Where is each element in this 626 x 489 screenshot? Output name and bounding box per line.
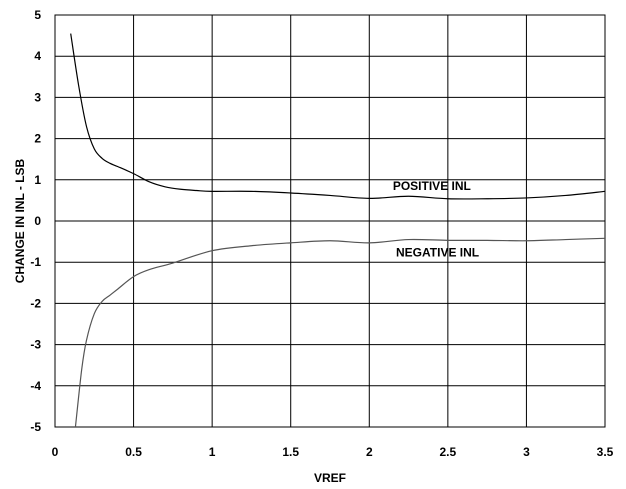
x-axis-label: VREF xyxy=(314,471,346,485)
x-tick-label: 2.5 xyxy=(440,445,457,459)
x-tick-label: 0.5 xyxy=(125,445,142,459)
x-tick-label: 2 xyxy=(366,445,373,459)
y-tick-label: -4 xyxy=(30,379,41,393)
grid xyxy=(54,14,606,428)
series-annotations: POSITIVE INL NEGATIVE INL xyxy=(393,179,479,260)
negative-inl-label: NEGATIVE INL xyxy=(396,246,479,260)
y-tick-label: 0 xyxy=(34,214,41,228)
positive-inl-label: POSITIVE INL xyxy=(393,179,471,193)
y-tick-label: -3 xyxy=(30,338,41,352)
y-axis-label: CHANGE IN INL - LSB xyxy=(13,158,27,283)
y-tick-labels: 5 4 3 2 1 0 -1 -2 -3 -4 -5 xyxy=(30,8,41,434)
x-tick-label: 0 xyxy=(52,445,59,459)
x-tick-label: 1.5 xyxy=(282,445,299,459)
x-tick-labels: 0 0.5 1 1.5 2 2.5 3 3.5 xyxy=(52,445,614,459)
y-tick-label: 5 xyxy=(34,8,41,22)
plot-frame xyxy=(54,14,606,428)
y-tick-label: 1 xyxy=(34,173,41,187)
positive-inl-line xyxy=(70,33,606,200)
y-tick-label: 2 xyxy=(34,132,41,146)
negative-inl-line xyxy=(74,237,606,428)
y-tick-label: 4 xyxy=(34,49,41,63)
x-tick-label: 3.5 xyxy=(597,445,614,459)
y-tick-label: -2 xyxy=(30,296,41,310)
series-group xyxy=(70,33,606,428)
y-tick-label: -5 xyxy=(30,420,41,434)
x-tick-label: 3 xyxy=(523,445,530,459)
y-tick-label: 3 xyxy=(34,90,41,104)
x-tick-label: 1 xyxy=(209,445,216,459)
y-tick-label: -1 xyxy=(30,255,41,269)
